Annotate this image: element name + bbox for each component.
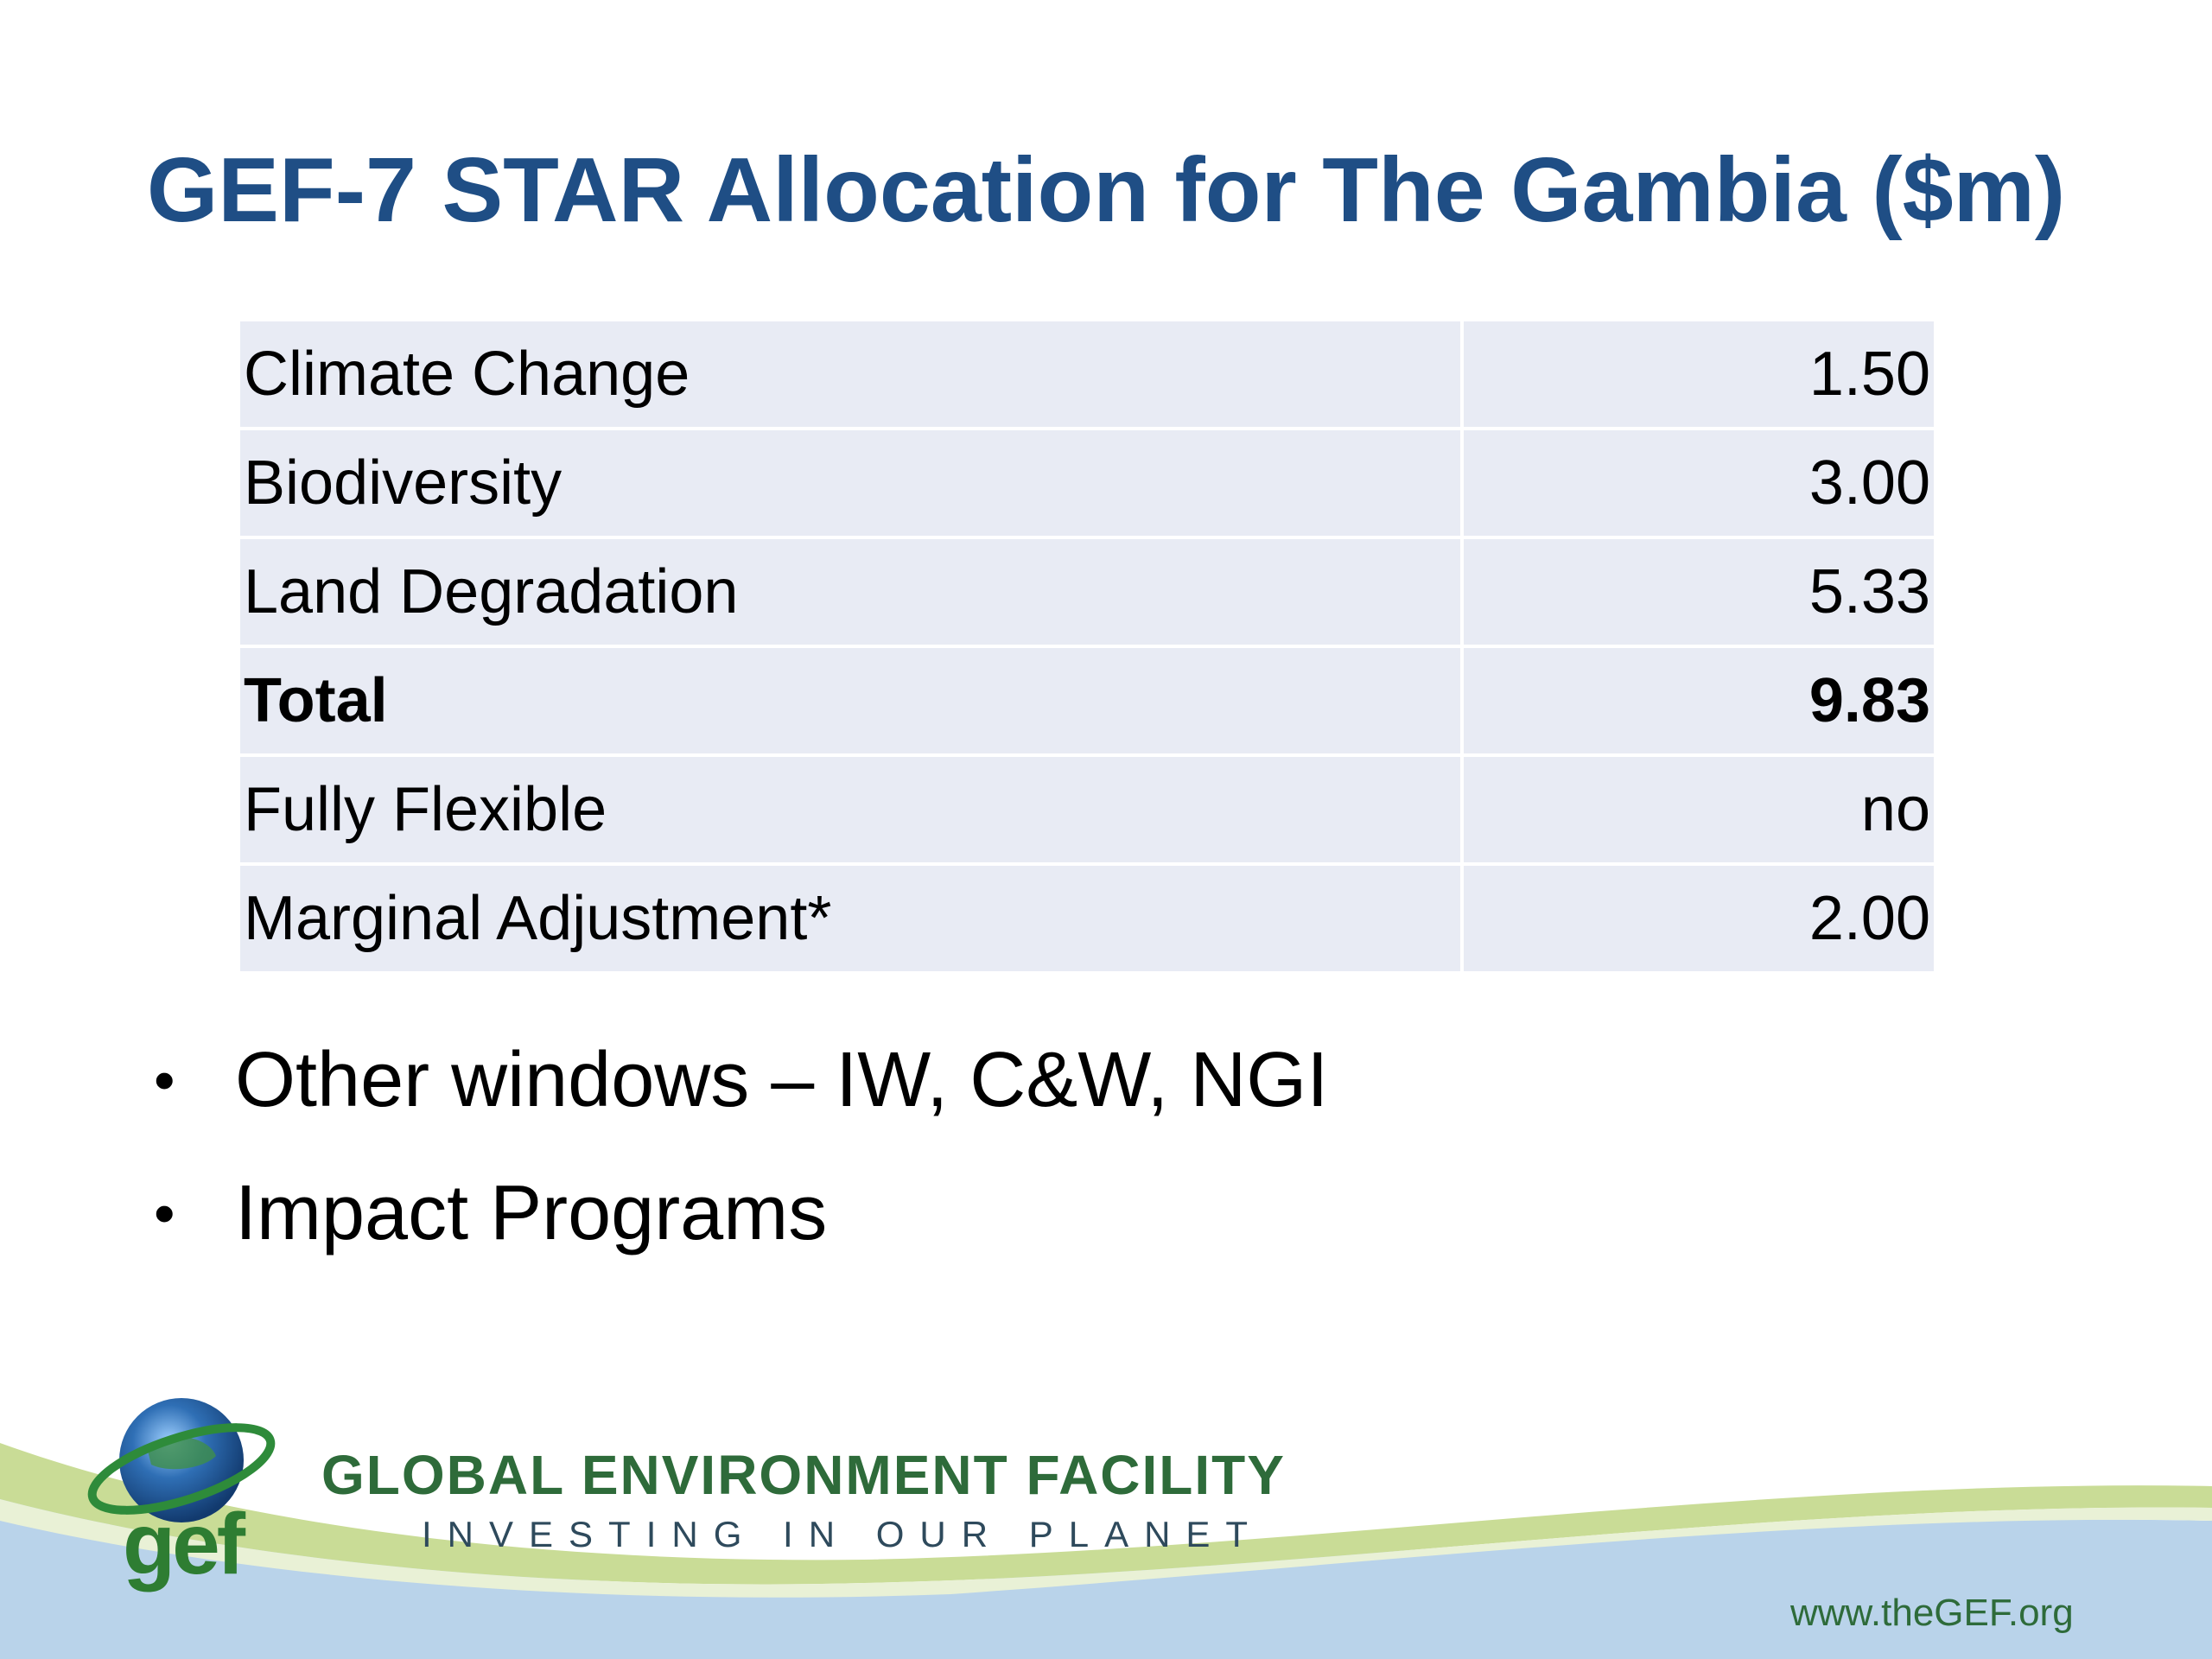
globe-logo-icon: [87, 1398, 276, 1522]
table-row: Climate Change 1.50: [240, 321, 1934, 430]
total-label: Total: [240, 646, 1464, 757]
bullet-item: • Other windows – IW, C&W, NGI: [147, 1020, 1328, 1153]
slide-title: GEF-7 STAR Allocation for The Gambia ($m…: [146, 139, 2066, 241]
row-label: Land Degradation: [240, 537, 1464, 648]
table-row-total: Total 9.83: [240, 646, 1934, 757]
footer-swoosh: [0, 1443, 2212, 1659]
row-label: Fully Flexible: [240, 755, 1464, 866]
bullet-item: • Impact Programs: [147, 1153, 1328, 1286]
bullet-text: Other windows – IW, C&W, NGI: [235, 1037, 1329, 1123]
row-value: 5.33: [1462, 537, 1934, 648]
row-value: 3.00: [1462, 429, 1934, 539]
table-row: Land Degradation 5.33: [240, 537, 1934, 648]
bullet-text: Impact Programs: [235, 1170, 828, 1256]
table-row: Marginal Adjustment* 2.00: [240, 864, 1934, 975]
gef-logo-text: gef: [123, 1496, 245, 1592]
total-value: 9.83: [1462, 646, 1934, 757]
row-value: no: [1462, 755, 1934, 866]
bullet-list: • Other windows – IW, C&W, NGI • Impact …: [147, 1020, 1328, 1286]
bullet-dot: •: [154, 1046, 175, 1114]
table-row: Biodiversity 3.00: [240, 429, 1934, 539]
allocation-table: Climate Change 1.50 Biodiversity 3.00 La…: [240, 321, 1934, 975]
bullet-dot: •: [154, 1179, 175, 1247]
row-value: 1.50: [1462, 321, 1934, 430]
row-label: Biodiversity: [240, 429, 1464, 539]
row-label: Marginal Adjustment*: [240, 864, 1464, 975]
site-url[interactable]: www.theGEF.org: [1790, 1592, 2074, 1634]
table-row: Fully Flexible no: [240, 755, 1934, 866]
org-name: GLOBAL ENVIRONMENT FACILITY: [321, 1444, 1286, 1506]
row-value: 2.00: [1462, 864, 1934, 975]
row-label: Climate Change: [240, 321, 1464, 430]
org-tagline: INVESTING IN OUR PLANET: [422, 1514, 1264, 1554]
